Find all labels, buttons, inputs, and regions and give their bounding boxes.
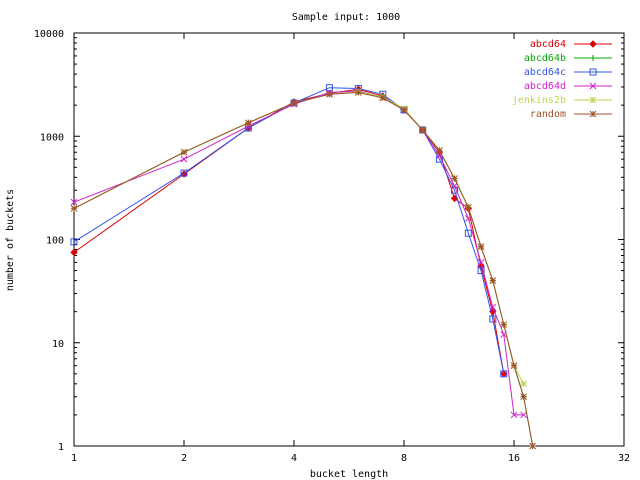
data-point	[477, 267, 485, 275]
series-jenkins2b	[70, 88, 527, 388]
y-tick-label: 10000	[34, 29, 64, 40]
data-point	[510, 362, 518, 370]
series-line	[73, 91, 525, 385]
series-abcd64c	[70, 84, 508, 378]
data-point	[451, 182, 458, 190]
legend-marker	[589, 82, 597, 90]
x-tick-label: 2	[181, 453, 187, 464]
data-point	[464, 203, 472, 211]
data-point	[520, 380, 527, 388]
data-point	[180, 155, 188, 163]
series-line	[73, 87, 505, 374]
data-point	[180, 169, 188, 177]
x-tick-label: 4	[291, 453, 297, 464]
series-line	[73, 88, 505, 374]
legend-label: abcd64	[530, 39, 566, 50]
data-point	[290, 99, 298, 107]
x-axis-label: bucket length	[310, 469, 388, 480]
series-line	[73, 91, 534, 447]
data-point	[464, 215, 472, 222]
data-point	[379, 94, 387, 102]
data-point	[477, 243, 485, 251]
x-axis: 1 2 4 8 16 32	[71, 33, 630, 464]
legend-marker	[590, 55, 596, 61]
series-abcd64	[70, 85, 508, 378]
data-point	[70, 238, 78, 246]
legend-label: abcd64b	[524, 53, 566, 64]
data-point	[451, 175, 458, 182]
y-axis: 1 10 100 1000 10000	[34, 29, 624, 453]
legend-label: abcd64c	[524, 67, 566, 78]
data-point	[70, 205, 78, 212]
data-point	[529, 442, 537, 450]
legend-marker	[589, 68, 597, 76]
y-axis-label: number of buckets	[5, 189, 16, 291]
legend-label: random	[530, 109, 566, 120]
x-tick-label: 16	[508, 453, 520, 464]
series-line	[73, 91, 534, 447]
x-tick-label: 32	[618, 453, 630, 464]
data-point	[520, 393, 527, 401]
data-point	[180, 148, 188, 156]
legend-marker	[589, 96, 597, 104]
series-abcd64b	[71, 88, 536, 449]
data-point	[500, 321, 508, 328]
data-point	[70, 248, 78, 257]
data-point	[419, 126, 427, 134]
data-point	[464, 229, 472, 237]
data-point	[244, 119, 252, 127]
series-line	[73, 90, 524, 416]
data-point	[520, 411, 527, 419]
series-random	[70, 89, 537, 450]
data-point	[477, 259, 485, 266]
x-tick-label: 1	[71, 453, 77, 464]
legend-marker	[589, 110, 597, 118]
y-tick-label: 1000	[40, 132, 64, 143]
data-point	[70, 198, 78, 206]
data-point	[489, 304, 497, 311]
legend-label: abcd64d	[524, 81, 566, 92]
data-point	[500, 370, 508, 378]
chart-title: Sample input: 1000	[292, 12, 400, 23]
data-point	[354, 89, 362, 96]
data-point	[510, 411, 518, 419]
data-point	[400, 106, 408, 114]
x-tick-label: 8	[401, 453, 407, 464]
y-tick-label: 10	[52, 339, 64, 350]
data-point	[325, 84, 333, 92]
y-tick-label: 1	[58, 442, 64, 453]
y-tick-label: 100	[46, 236, 64, 247]
data-point	[489, 277, 497, 284]
data-point	[489, 315, 497, 323]
legend-label: jenkins2b	[512, 95, 566, 106]
series-layer	[70, 84, 537, 450]
legend: abcd64 abcd64b abcd64c abcd64d jenkins2b rand…	[512, 39, 612, 120]
data-point	[436, 147, 443, 154]
series-abcd64d	[70, 87, 527, 419]
data-point	[326, 90, 333, 98]
legend-marker	[589, 40, 597, 48]
